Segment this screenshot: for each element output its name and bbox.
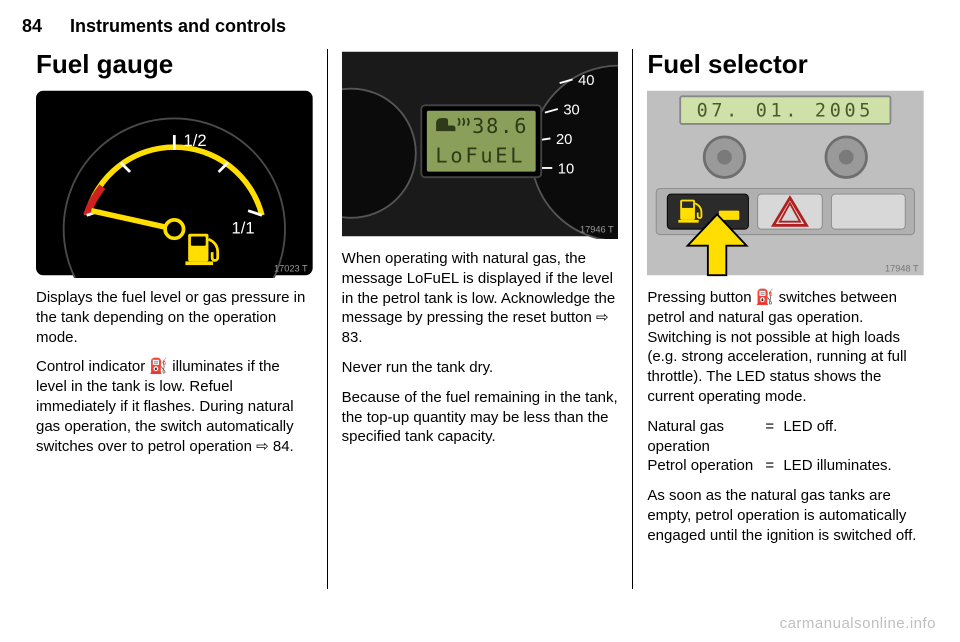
section-title-fuel-selector: Fuel selector — [647, 49, 924, 80]
figure-fuel-gauge: 1/2 1/1 17023 T — [36, 88, 313, 278]
lofuel-svg: 40 30 20 10 — [342, 49, 619, 239]
watermark: carmanualsonline.info — [780, 615, 936, 632]
table-cell: Petrol operation — [647, 456, 765, 476]
paragraph: As soon as the natural gas tanks are emp… — [647, 486, 924, 545]
chapter-title: Instruments and controls — [70, 16, 286, 37]
table-row: Petrol operation = LED illuminates. — [647, 456, 924, 476]
section-title-fuel-gauge: Fuel gauge — [36, 49, 313, 80]
svg-text:20: 20 — [556, 132, 572, 148]
svg-text:40: 40 — [578, 73, 594, 89]
table-row: Natural gas operation = LED off. — [647, 417, 924, 457]
table-cell: LED illuminates. — [783, 456, 924, 476]
date-display: 07. 01. 2005 — [697, 101, 874, 122]
led-status-table: Natural gas operation = LED off. Petrol … — [647, 417, 924, 476]
svg-text:30: 30 — [563, 102, 579, 118]
fuel-gauge-svg: 1/2 1/1 17023 T — [36, 88, 313, 278]
gauge-label-full: 1/1 — [232, 219, 255, 238]
table-cell: = — [765, 456, 783, 476]
column-2: 40 30 20 10 — [327, 49, 633, 589]
column-3: Fuel selector 07. 01. 2005 — [632, 49, 938, 589]
figure-caption-id: 17948 T — [885, 264, 919, 274]
page-number: 84 — [22, 16, 42, 37]
gauge-label-half: 1/2 — [184, 131, 207, 150]
paragraph: Displays the fuel level or gas pressure … — [36, 288, 313, 347]
figure-caption-id: 17946 T — [580, 225, 614, 235]
figure-caption-id: 17023 T — [274, 264, 308, 274]
paragraph: Never run the tank dry. — [342, 358, 619, 378]
columns: Fuel gauge — [22, 49, 938, 589]
page-header: 84 Instruments and controls — [22, 0, 938, 49]
svg-text:10: 10 — [557, 162, 573, 178]
paragraph: Because of the fuel remaining in the tan… — [342, 388, 619, 447]
paragraph: Pressing button ⛽ switches between petro… — [647, 288, 924, 407]
page: 84 Instruments and controls Fuel gauge — [0, 0, 960, 642]
lcd-msg: LoFuEL — [435, 143, 525, 167]
column-1: Fuel gauge — [22, 49, 327, 589]
paragraph: Control indicator ⛽ illuminates if the l… — [36, 357, 313, 456]
table-cell: = — [765, 417, 783, 457]
table-cell: Natural gas operation — [647, 417, 765, 457]
paragraph: When operating with natural gas, the mes… — [342, 249, 619, 348]
table-cell: LED off. — [783, 417, 924, 457]
lcd-value: 38.6 — [472, 114, 528, 138]
figure-fuel-selector: 07. 01. 2005 — [647, 88, 924, 278]
figure-lofuel-display: 40 30 20 10 — [342, 49, 619, 239]
fuel-selector-svg: 07. 01. 2005 — [647, 88, 924, 278]
